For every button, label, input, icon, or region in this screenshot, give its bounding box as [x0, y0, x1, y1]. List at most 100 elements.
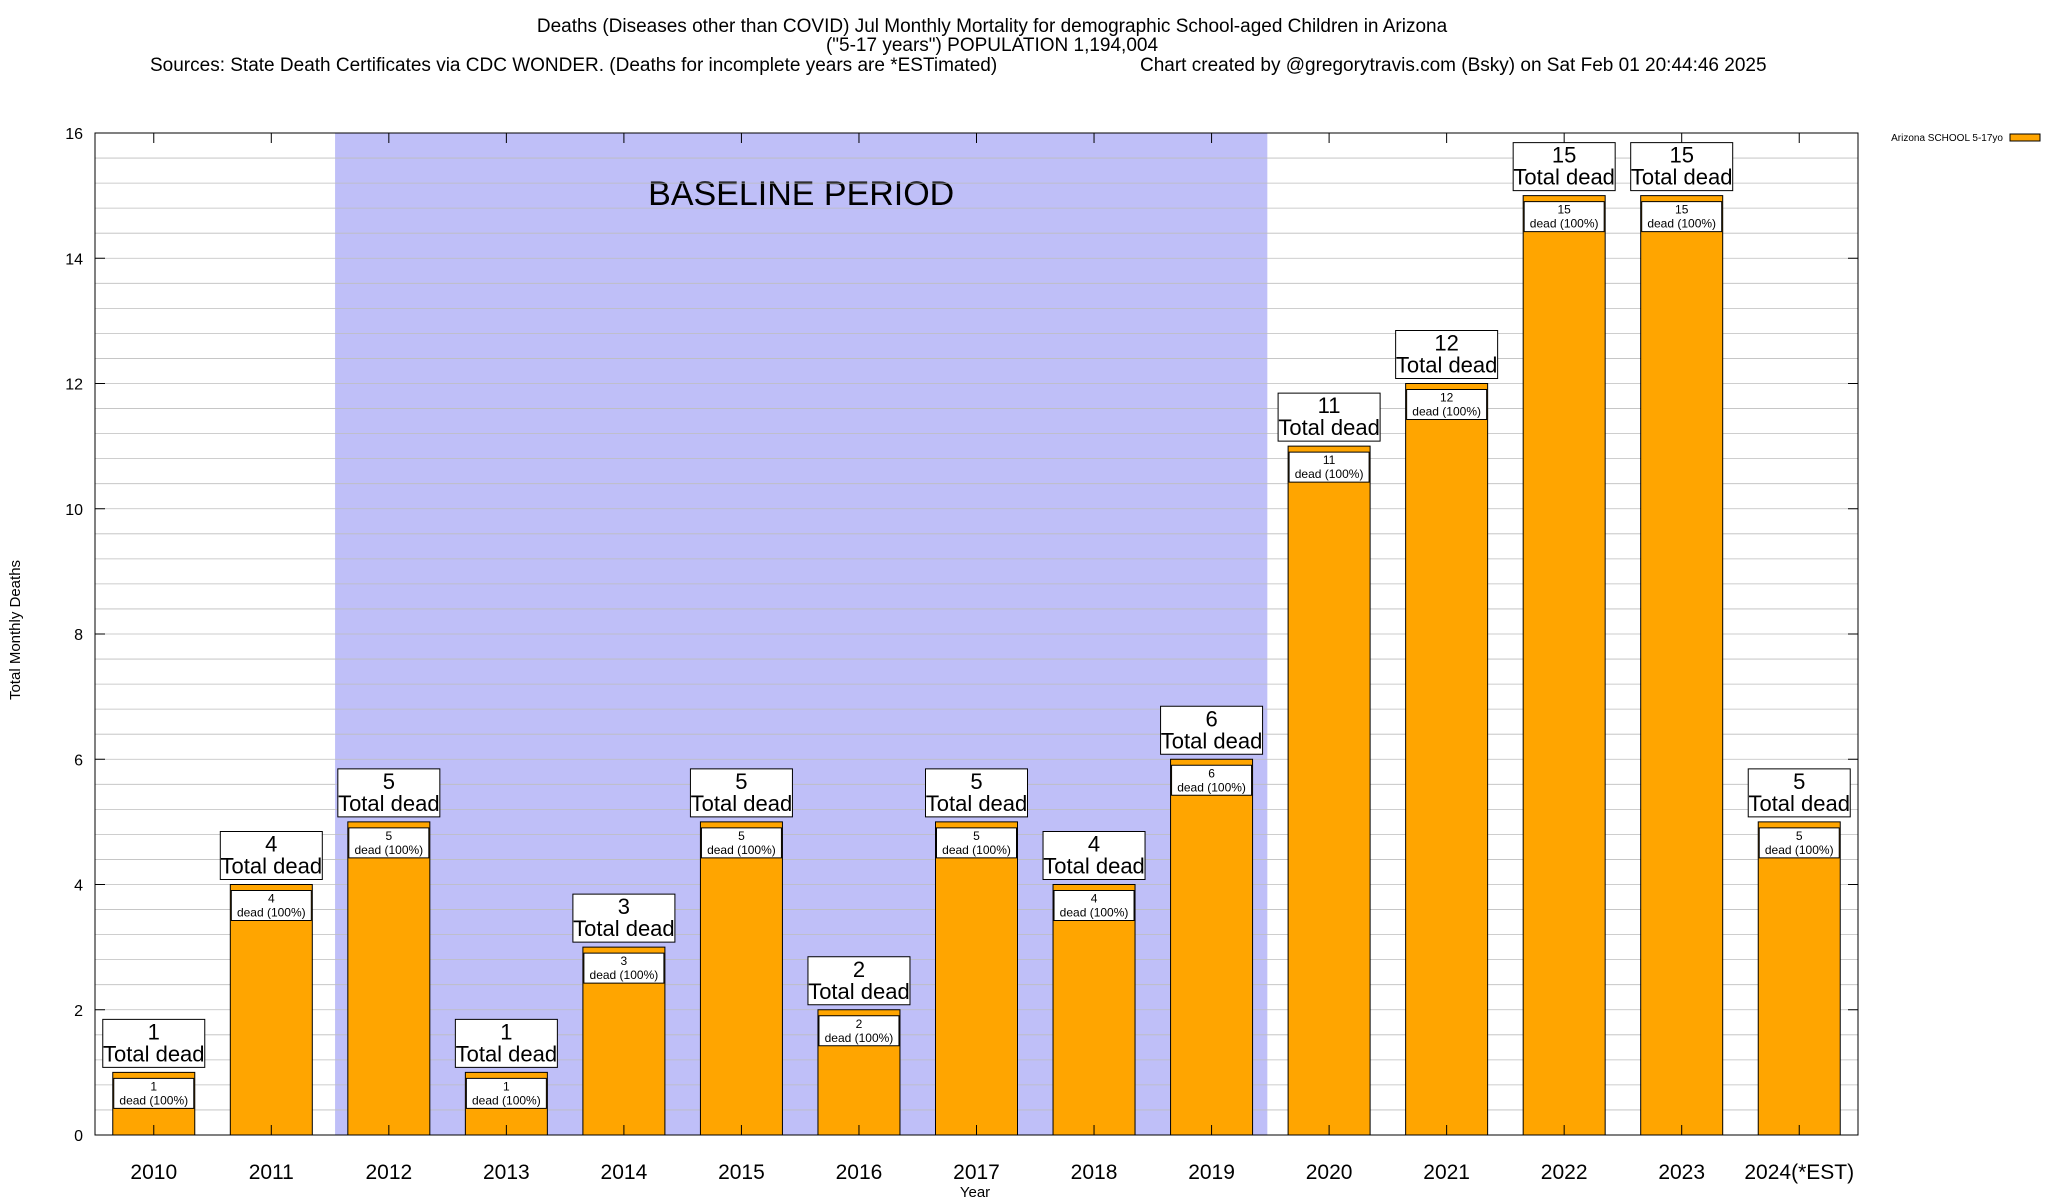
inner-label-count: 2: [856, 1017, 863, 1031]
total-label-box: [807, 956, 911, 1006]
total-label-text: Total dead: [221, 854, 323, 879]
y-tick-label: 16: [65, 126, 83, 143]
legend-swatch: [2009, 133, 2041, 142]
inner-label-count: 4: [1091, 892, 1098, 906]
inner-label-box: [1171, 764, 1253, 796]
inner-label-text: dead (100%): [825, 1031, 894, 1045]
inner-label-count: 4: [268, 892, 275, 906]
y-tick-label: 8: [74, 627, 83, 644]
x-tick-label: 2010: [130, 1161, 177, 1184]
inner-label-text: dead (100%): [942, 843, 1011, 857]
chart-title-line-1: Deaths (Diseases other than COVID) Jul M…: [537, 16, 1448, 37]
inner-label-box: [1053, 890, 1135, 921]
bar-2023: [1640, 195, 1724, 1136]
total-label-box: [1042, 831, 1146, 880]
total-label-text: Total dead: [1748, 791, 1850, 816]
bar-2018: [1052, 884, 1136, 1136]
inner-label-text: dead (100%): [472, 1093, 541, 1107]
total-label-count: 15: [1552, 143, 1576, 168]
bar-2012: [347, 821, 431, 1136]
inner-label-text: dead (100%): [1177, 780, 1246, 794]
inner-label-count: 1: [503, 1079, 510, 1093]
total-label-text: Total dead: [1161, 728, 1263, 753]
inner-label-count: 5: [973, 829, 980, 843]
y-tick-label: 4: [74, 878, 83, 895]
x-tick-label: 2016: [836, 1161, 883, 1184]
inner-label-text: dead (100%): [1530, 217, 1599, 231]
total-label-text: Total dead: [808, 979, 910, 1004]
chart-sources: Sources: State Death Certificates via CD…: [150, 55, 997, 76]
legend-label: Arizona SCHOOL 5-17yo: [1891, 133, 2003, 144]
inner-label-box: [1523, 201, 1605, 233]
total-label-count: 6: [1205, 706, 1217, 731]
total-label-count: 5: [383, 769, 395, 794]
inner-label-box: [1288, 451, 1370, 483]
inner-label-count: 5: [1796, 829, 1803, 843]
inner-label-text: dead (100%): [119, 1093, 188, 1107]
y-tick-label: 2: [74, 1003, 83, 1020]
bar-2021: [1405, 383, 1489, 1136]
bar-2022: [1522, 195, 1606, 1136]
x-tick-label: 2018: [1071, 1161, 1118, 1184]
inner-label-text: dead (100%): [1765, 843, 1834, 857]
inner-label-text: dead (100%): [354, 843, 423, 857]
inner-label-text: dead (100%): [1412, 405, 1481, 419]
chart-title-line-2: ("5-17 years") POPULATION 1,194,004: [826, 35, 1158, 56]
inner-label-count: 15: [1675, 203, 1689, 217]
bar-2015: [699, 821, 783, 1136]
inner-label-box: [936, 827, 1017, 859]
total-label-box: [689, 768, 793, 818]
total-label-box: [219, 831, 323, 880]
chart-credit: Chart created by @gregorytravis.com (Bsk…: [1140, 55, 1767, 76]
inner-label-count: 5: [738, 829, 745, 843]
x-tick-label: 2015: [718, 1161, 765, 1184]
inner-label-count: 11: [1323, 453, 1336, 467]
total-label-box: [454, 1018, 558, 1068]
inner-label-text: dead (100%): [590, 968, 659, 982]
bar-2011: [229, 884, 313, 1136]
y-tick-label: 0: [74, 1128, 83, 1145]
total-label-box: [1160, 705, 1264, 755]
inner-label-box: [583, 952, 665, 984]
inner-label-box: [348, 827, 430, 859]
y-tick-label: 6: [74, 752, 83, 769]
total-label-box: [1395, 330, 1499, 379]
total-label-box: [1630, 142, 1734, 192]
total-label-box: [1277, 392, 1381, 442]
y-tick-label: 10: [65, 502, 83, 519]
inner-label-box: [818, 1015, 900, 1047]
total-label-box: [572, 893, 676, 943]
x-tick-label: 2022: [1541, 1161, 1588, 1184]
x-tick-label: 2021: [1423, 1161, 1470, 1184]
total-label-box: [337, 768, 441, 818]
inner-label-text: dead (100%): [1295, 467, 1364, 481]
total-label-text: Total dead: [103, 1041, 205, 1066]
y-tick-label: 14: [65, 251, 83, 268]
x-tick-label: 2012: [365, 1161, 412, 1184]
inner-label-count: 1: [150, 1079, 157, 1093]
inner-label-count: 12: [1440, 391, 1454, 405]
total-label-text: Total dead: [926, 791, 1028, 816]
total-label-count: 4: [265, 832, 277, 857]
total-label-text: Total dead: [1513, 165, 1615, 190]
inner-label-box: [1406, 389, 1488, 420]
inner-label-count: 3: [621, 954, 628, 968]
inner-label-count: 5: [385, 829, 392, 843]
x-tick-label: 2023: [1658, 1161, 1705, 1184]
total-label-count: 12: [1434, 331, 1458, 356]
total-label-text: Total dead: [1278, 415, 1380, 440]
total-label-count: 5: [735, 769, 747, 794]
bar-2024(*EST): [1757, 821, 1841, 1136]
total-label-text: Total dead: [456, 1041, 558, 1066]
total-label-count: 4: [1088, 832, 1100, 857]
inner-label-box: [230, 890, 312, 921]
total-label-count: 5: [1793, 769, 1805, 794]
inner-label-box: [1758, 827, 1840, 859]
total-label-box: [102, 1018, 206, 1068]
x-tick-label: 2019: [1188, 1161, 1235, 1184]
legend: Arizona SCHOOL 5-17yo: [1891, 133, 2041, 144]
total-label-count: 15: [1669, 143, 1693, 168]
inner-label-text: dead (100%): [1647, 217, 1716, 231]
